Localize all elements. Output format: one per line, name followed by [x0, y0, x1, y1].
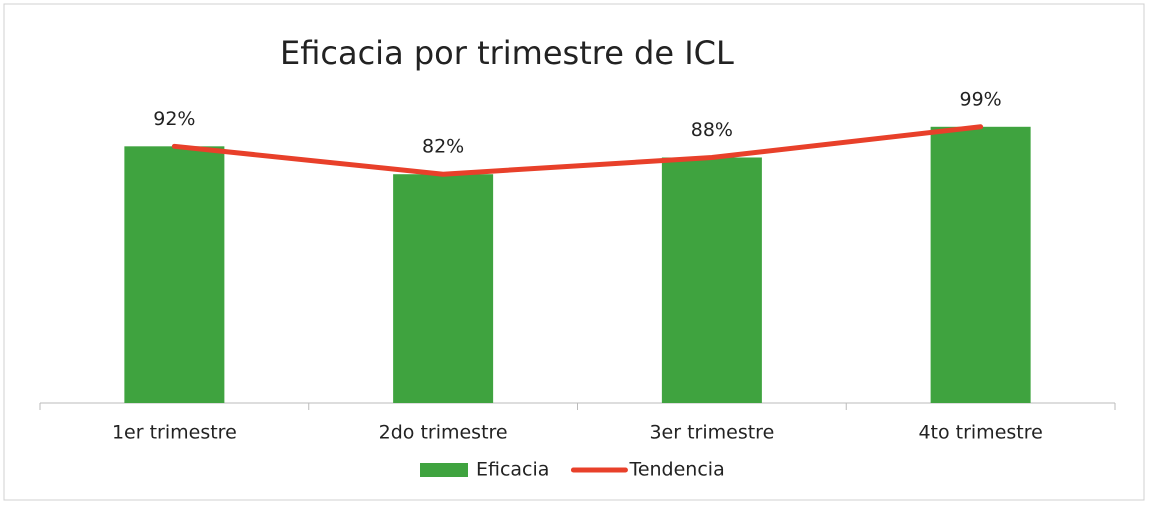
legend-label: Tendencia: [628, 459, 724, 481]
bar: [393, 174, 494, 403]
x-tick-label: 4to trimestre: [918, 422, 1042, 444]
x-tick-label: 1er trimestre: [112, 422, 237, 444]
data-label: 82%: [422, 136, 464, 158]
x-tick-label: 2do trimestre: [379, 422, 508, 444]
bar: [661, 157, 762, 403]
bar: [930, 126, 1031, 403]
data-label: 88%: [691, 119, 733, 141]
legend-label: Eficacia: [476, 459, 549, 481]
legend-swatch: [420, 463, 468, 477]
data-label: 99%: [960, 88, 1002, 110]
chart-title: Eficacia por trimestre de ICL: [280, 34, 734, 72]
trend-line: [171, 124, 984, 177]
bar: [124, 146, 225, 403]
data-label: 92%: [153, 108, 195, 130]
x-tick-label: 3er trimestre: [649, 422, 774, 444]
